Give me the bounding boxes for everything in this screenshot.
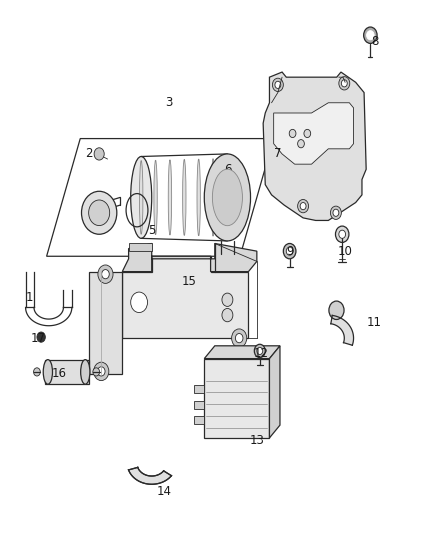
Circle shape <box>93 368 99 376</box>
Text: 3: 3 <box>165 96 172 109</box>
Text: 17: 17 <box>31 332 46 345</box>
Text: 9: 9 <box>287 245 294 257</box>
Circle shape <box>222 309 233 322</box>
Polygon shape <box>274 103 353 164</box>
Circle shape <box>333 209 339 216</box>
Circle shape <box>235 362 250 381</box>
Circle shape <box>88 200 110 225</box>
Text: 4: 4 <box>89 214 97 227</box>
Circle shape <box>364 27 377 43</box>
Polygon shape <box>204 346 280 359</box>
Text: 14: 14 <box>157 485 172 498</box>
Text: 5: 5 <box>148 224 155 237</box>
Circle shape <box>98 367 105 376</box>
Circle shape <box>289 130 296 138</box>
Ellipse shape <box>212 159 215 236</box>
Circle shape <box>304 130 311 138</box>
Text: 8: 8 <box>371 35 378 48</box>
Bar <box>194 401 204 409</box>
Text: 1: 1 <box>26 290 34 304</box>
Ellipse shape <box>168 160 172 235</box>
Bar <box>229 252 239 261</box>
Polygon shape <box>129 244 152 251</box>
Ellipse shape <box>140 160 143 235</box>
Polygon shape <box>331 316 353 345</box>
Circle shape <box>94 148 104 160</box>
Text: 16: 16 <box>52 367 67 381</box>
Bar <box>216 252 226 261</box>
Circle shape <box>98 265 113 284</box>
Circle shape <box>224 165 231 173</box>
Circle shape <box>102 270 109 279</box>
Circle shape <box>286 247 293 255</box>
Circle shape <box>131 292 148 312</box>
Circle shape <box>34 368 40 376</box>
Text: 7: 7 <box>274 148 282 160</box>
Circle shape <box>330 206 341 220</box>
Circle shape <box>298 199 308 213</box>
Circle shape <box>222 293 233 306</box>
Circle shape <box>298 140 304 148</box>
Circle shape <box>339 230 346 238</box>
Circle shape <box>329 301 344 319</box>
Ellipse shape <box>212 169 243 225</box>
Ellipse shape <box>131 157 152 238</box>
Polygon shape <box>88 272 122 374</box>
Text: 12: 12 <box>254 347 268 360</box>
Circle shape <box>94 362 109 381</box>
Ellipse shape <box>204 154 251 241</box>
Ellipse shape <box>43 360 53 384</box>
Bar <box>45 360 88 384</box>
Circle shape <box>221 161 234 177</box>
Text: 15: 15 <box>182 276 197 288</box>
Polygon shape <box>122 256 248 338</box>
Polygon shape <box>263 72 366 221</box>
Circle shape <box>341 80 347 87</box>
Circle shape <box>257 348 263 354</box>
Circle shape <box>367 30 374 40</box>
Circle shape <box>272 78 283 92</box>
Polygon shape <box>269 346 280 438</box>
Circle shape <box>81 191 117 235</box>
Bar <box>194 385 204 393</box>
Circle shape <box>339 77 350 90</box>
Ellipse shape <box>154 160 157 235</box>
Text: 2: 2 <box>85 148 92 160</box>
Text: 11: 11 <box>367 316 382 329</box>
Polygon shape <box>128 467 171 484</box>
Bar <box>194 416 204 424</box>
Ellipse shape <box>197 159 200 236</box>
Polygon shape <box>122 244 257 272</box>
Circle shape <box>232 329 247 348</box>
Ellipse shape <box>81 360 90 384</box>
Polygon shape <box>204 359 269 438</box>
Ellipse shape <box>226 158 229 237</box>
Circle shape <box>238 367 246 376</box>
Circle shape <box>300 203 306 209</box>
Circle shape <box>336 226 349 243</box>
Text: 10: 10 <box>338 245 353 257</box>
Circle shape <box>235 334 243 343</box>
Circle shape <box>37 332 46 342</box>
Text: 6: 6 <box>224 163 231 176</box>
Ellipse shape <box>183 159 186 236</box>
Circle shape <box>254 344 265 358</box>
Circle shape <box>283 244 296 259</box>
Circle shape <box>275 81 281 88</box>
Text: 13: 13 <box>249 434 264 447</box>
